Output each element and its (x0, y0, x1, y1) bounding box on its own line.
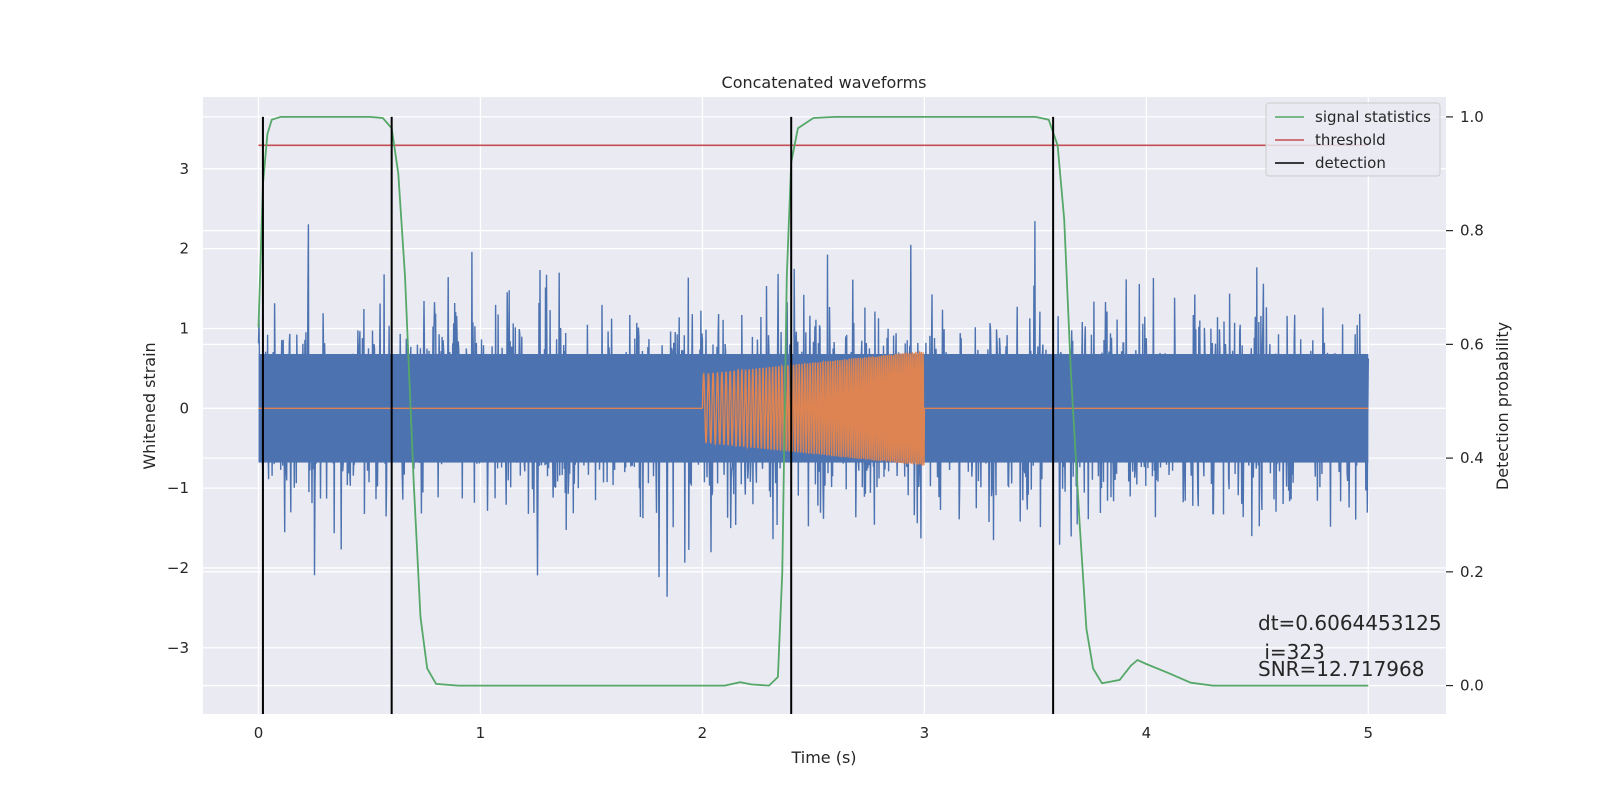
legend-frame (1265, 102, 1441, 177)
y-axis-right-label: Detection probability (1493, 322, 1512, 490)
x-tick-label: 1 (476, 724, 486, 742)
y-tick-label: −1 (167, 479, 189, 497)
legend: signal statistics threshold detection (1265, 102, 1441, 177)
detection-series (261, 116, 1055, 714)
annotation-dt: dt=0.6064453125 (1258, 611, 1442, 635)
x-tick-label: 2 (698, 724, 708, 742)
axis-ticks: 0 1 2 3 4 5 −3 −2 −1 0 1 2 3 0.0 0.2 0.4 0.6 0.8 1.0 (167, 108, 1484, 742)
y-tick-label: 0 (179, 399, 189, 417)
template-line (258, 351, 1369, 466)
y-tick-label: −2 (167, 559, 189, 577)
legend-label-threshold: threshold (1315, 131, 1386, 149)
chart-title: Concatenated waveforms (722, 73, 927, 92)
y-right-tick-label: 0.6 (1460, 335, 1484, 353)
y-right-tick-label: 0.2 (1460, 563, 1484, 581)
x-tick-label: 4 (1142, 724, 1152, 742)
x-tick-label: 3 (920, 724, 930, 742)
y-tick-label: 3 (179, 160, 189, 178)
annotation-snr: SNR=12.717968 (1258, 657, 1424, 681)
template-series (258, 351, 1369, 466)
y-axis-label: Whitened strain (140, 342, 159, 469)
legend-label-signal-statistics: signal statistics (1315, 108, 1431, 126)
x-tick-label: 5 (1364, 724, 1374, 742)
y-right-tick-label: 0.8 (1460, 222, 1484, 240)
x-axis-label: Time (s) (790, 748, 856, 767)
strain-line (257, 221, 1369, 597)
x-tick-label: 0 (254, 724, 264, 742)
y-tick-label: 2 (179, 240, 189, 258)
y-right-tick-label: 1.0 (1460, 108, 1484, 126)
y-right-tick-label: 0.0 (1460, 677, 1484, 695)
y-right-tick-label: 0.4 (1460, 449, 1484, 467)
y-tick-label: −3 (167, 639, 189, 657)
annotation-index: i=323 (1258, 640, 1325, 664)
y-tick-label: 1 (179, 319, 189, 337)
legend-label-detection: detection (1315, 154, 1386, 172)
